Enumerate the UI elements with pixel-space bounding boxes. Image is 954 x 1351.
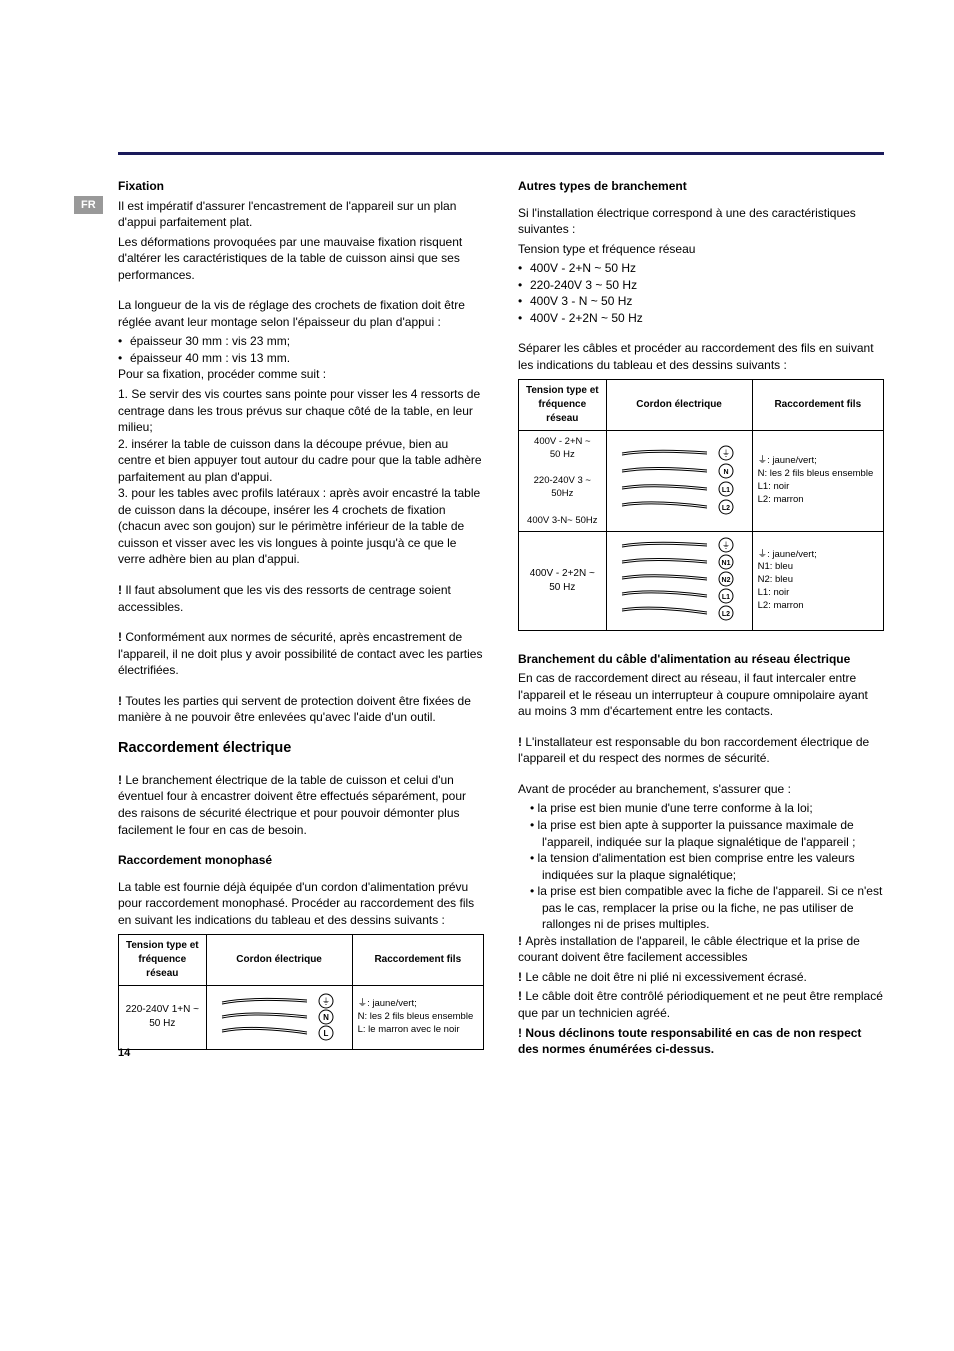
warning-text-bold-content: Nous déclinons toute responsabilité en c…: [518, 1026, 861, 1057]
voltage-list: 400V - 2+N ~ 50 Hz 220-240V 3 ~ 50 Hz 40…: [518, 260, 884, 326]
table-header: Cordon électrique: [206, 935, 352, 985]
table-cell: ⏚: jaune/vert; N: les 2 fils bleus ensem…: [752, 430, 883, 531]
body-text: Pour sa fixation, procéder comme suit :: [118, 366, 484, 383]
table-cell: ⏚: jaune/vert; N: les 2 fils bleus ensem…: [352, 985, 483, 1049]
table-header: Raccordement fils: [352, 935, 483, 985]
table-cell: ⏚: jaune/vert; N1: bleu N2: bleu L1: noi…: [752, 531, 883, 630]
svg-text:L2: L2: [722, 505, 730, 512]
svg-text:L: L: [323, 1029, 328, 1038]
table-cell: 400V - 2+N ~ 50 Hz 220-240V 3 ~ 50Hz 400…: [519, 430, 607, 531]
table-header: Tension type et fréquence réseau: [519, 380, 607, 430]
list-item: 220-240V 3 ~ 50 Hz: [518, 277, 884, 294]
header-rule: [118, 152, 884, 155]
table-cell: 400V - 2+2N ~ 50 Hz: [519, 531, 607, 630]
list-item: la prise est bien apte à supporter la pu…: [518, 817, 884, 850]
warning-text: Conformément aux normes de sécurité, apr…: [118, 629, 484, 679]
body-text: Avant de procéder au branchement, s'assu…: [518, 781, 884, 798]
table-header: Cordon électrique: [606, 380, 752, 430]
raccordement-heading: Raccordement électrique: [118, 738, 484, 758]
table-header: Tension type et fréquence réseau: [119, 935, 207, 985]
svg-text:N2: N2: [721, 577, 730, 584]
branchement-heading: Branchement du câble d'alimentation au r…: [518, 651, 884, 668]
body-text: Les déformations provoquées par une mauv…: [118, 234, 484, 284]
warning-text-bold: ! Nous déclinons toute responsabilité en…: [518, 1025, 884, 1058]
monophase-heading: Raccordement monophasé: [118, 852, 484, 869]
warning-text: Il faut absolument que les vis des resso…: [118, 582, 484, 615]
autres-heading: Autres types de branchement: [518, 178, 884, 195]
list-item: épaisseur 30 mm : vis 23 mm;: [118, 333, 484, 350]
wire-diagram-icon: ⏚ N L: [212, 990, 342, 1045]
body-text: En cas de raccordement direct au réseau,…: [518, 670, 884, 720]
body-text: Il est impératif d'assurer l'encastremen…: [118, 198, 484, 231]
svg-text:L1: L1: [722, 594, 730, 601]
page-number: 14: [118, 1047, 130, 1059]
body-text: Tension type et fréquence réseau: [518, 241, 884, 258]
svg-text:⏚: ⏚: [322, 997, 330, 1006]
list-item: la prise est bien munie d'une terre conf…: [518, 800, 884, 817]
svg-text:N1: N1: [721, 560, 730, 567]
warning-text: Le câble ne doit être ni plié ni excessi…: [518, 969, 884, 986]
table-cell: 220-240V 1+N ~ 50 Hz: [119, 985, 207, 1049]
warning-text: Après installation de l'appareil, le câb…: [518, 933, 884, 966]
body-text: Si l'installation électrique correspond …: [518, 205, 884, 238]
left-column: Fixation Il est impératif d'assurer l'en…: [118, 178, 484, 1061]
checklist: la prise est bien munie d'une terre conf…: [518, 800, 884, 932]
table-cell-diagram: ⏚ N L: [206, 985, 352, 1049]
list-item: 400V - 2+N ~ 50 Hz: [518, 260, 884, 277]
wiring-table-monophase: Tension type et fréquence réseau Cordon …: [118, 934, 484, 1049]
svg-text:L2: L2: [722, 611, 730, 618]
table-cell-diagram: ⏚ N L1 L2: [606, 430, 752, 531]
wire-diagram-icon: ⏚ N1 N2 L1 L2: [612, 536, 742, 626]
wiring-table-other: Tension type et fréquence réseau Cordon …: [518, 379, 884, 630]
svg-text:L1: L1: [722, 487, 730, 494]
list-item: la tension d'alimentation est bien compr…: [518, 850, 884, 883]
list-item: 400V 3 - N ~ 50 Hz: [518, 293, 884, 310]
svg-text:⏚: ⏚: [722, 449, 730, 458]
language-badge: FR: [74, 196, 103, 214]
svg-text:N: N: [323, 1013, 329, 1022]
content-columns: Fixation Il est impératif d'assurer l'en…: [118, 178, 884, 1061]
steps-text: 1. Se servir des vis courtes sans pointe…: [118, 386, 484, 568]
warning-text: Le branchement électrique de la table de…: [118, 772, 484, 838]
table-header: Raccordement fils: [752, 380, 883, 430]
body-text: La table est fournie déjà équipée d'un c…: [118, 879, 484, 929]
body-text: La longueur de la vis de réglage des cro…: [118, 297, 484, 330]
list-item: 400V - 2+2N ~ 50 Hz: [518, 310, 884, 327]
list-item: épaisseur 40 mm : vis 13 mm.: [118, 350, 484, 367]
fixation-heading: Fixation: [118, 178, 484, 195]
warning-text: Toutes les parties qui servent de protec…: [118, 693, 484, 726]
wire-diagram-icon: ⏚ N L1 L2: [612, 443, 742, 518]
right-column: Autres types de branchement Si l'install…: [518, 178, 884, 1061]
warning-text: Le câble doit être contrôlé périodiqueme…: [518, 988, 884, 1021]
list-item: la prise est bien compatible avec la fic…: [518, 883, 884, 933]
thickness-list: épaisseur 30 mm : vis 23 mm; épaisseur 4…: [118, 333, 484, 366]
warning-text: L'installateur est responsable du bon ra…: [518, 734, 884, 767]
body-text: Séparer les câbles et procéder au raccor…: [518, 340, 884, 373]
svg-text:⏚: ⏚: [722, 541, 730, 550]
svg-text:N: N: [723, 469, 728, 476]
table-cell-diagram: ⏚ N1 N2 L1 L2: [606, 531, 752, 630]
